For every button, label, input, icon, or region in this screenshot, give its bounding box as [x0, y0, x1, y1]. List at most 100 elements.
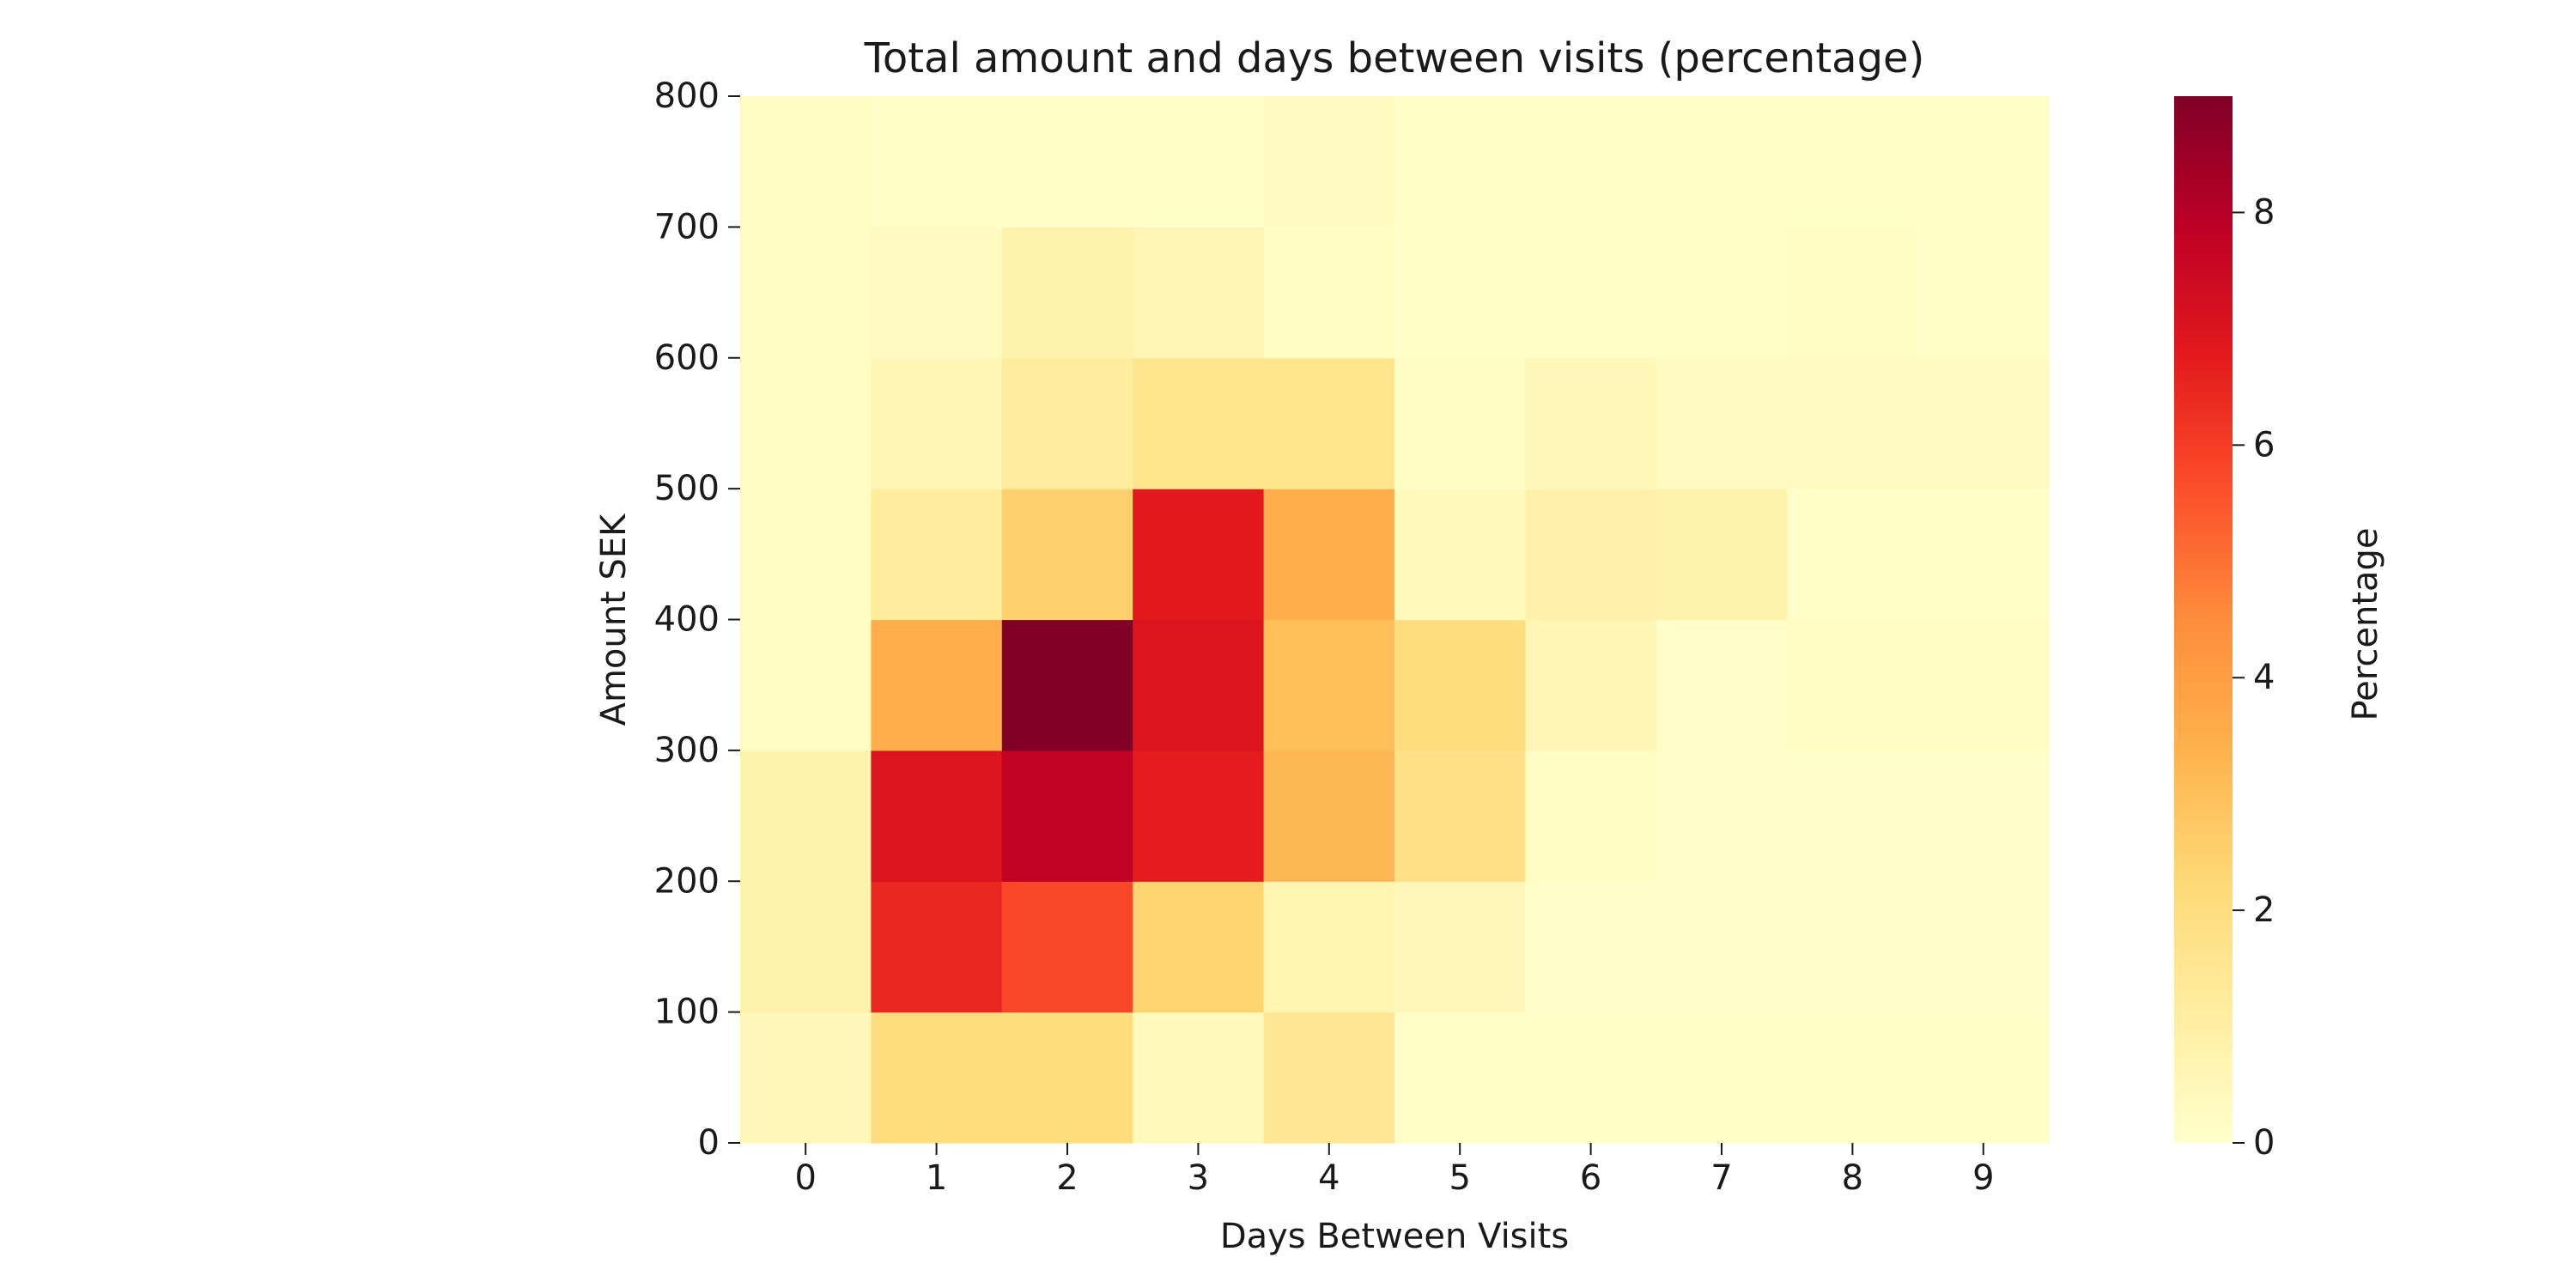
x-tick-label: 3: [1188, 1158, 1209, 1198]
heatmap-cell: [1133, 750, 1265, 882]
heatmap-cell: [871, 357, 1003, 489]
colorbar-tick-label: 4: [2253, 658, 2275, 697]
x-tick-label: 0: [794, 1158, 816, 1198]
heatmap-cell: [1263, 619, 1395, 751]
heatmap-cell: [1917, 881, 2050, 1013]
heatmap-cell: [1001, 750, 1133, 882]
y-tick-label: 300: [654, 731, 720, 770]
heatmap-cell: [1525, 96, 1657, 228]
heatmap-cell: [1001, 96, 1133, 228]
y-tick-label: 400: [654, 600, 720, 640]
heatmap-cell: [1133, 1012, 1265, 1144]
colorbar: 0 2 4 6 8: [2174, 96, 2275, 1163]
heatmap-cell: [1001, 619, 1133, 751]
heatmap-cell: [740, 619, 872, 751]
heatmap-cell: [1001, 881, 1133, 1013]
heatmap-cell: [1525, 227, 1657, 359]
heatmap-cell: [1787, 750, 1919, 882]
heatmap-cell: [1656, 1012, 1788, 1144]
heatmap-cell: [740, 357, 872, 489]
heatmap-cell: [1525, 1012, 1657, 1144]
x-axis-label: Days Between Visits: [1220, 1217, 1569, 1256]
heatmap-cells: [740, 96, 2050, 1144]
heatmap-cell: [1787, 357, 1919, 489]
heatmap-cell: [1263, 96, 1395, 228]
heatmap-cell: [1263, 227, 1395, 359]
x-tick-label: 4: [1318, 1158, 1340, 1198]
heatmap-cell: [871, 750, 1003, 882]
heatmap-cell: [1394, 750, 1526, 882]
x-tick-label: 1: [926, 1158, 947, 1198]
x-tick-label: 2: [1056, 1158, 1078, 1198]
heatmap-cell: [1394, 619, 1526, 751]
heatmap-cell: [1787, 1012, 1919, 1144]
heatmap-cell: [871, 489, 1003, 621]
heatmap-cell: [1917, 619, 2050, 751]
y-tick-label: 0: [698, 1123, 720, 1163]
heatmap-cell: [740, 227, 872, 359]
heatmap-cell: [1917, 96, 2050, 228]
colorbar-tick-label: 6: [2253, 425, 2275, 465]
heatmap-cell: [871, 227, 1003, 359]
colorbar-tick-label: 0: [2253, 1123, 2275, 1163]
colorbar-label: Percentage: [2346, 527, 2385, 720]
heatmap-cell: [1001, 357, 1133, 489]
heatmap-cell: [871, 96, 1003, 228]
heatmap-cell: [1133, 489, 1265, 621]
colorbar-tick-label: 2: [2253, 890, 2275, 930]
heatmap-cell: [740, 96, 872, 228]
heatmap-cell: [1263, 1012, 1395, 1144]
heatmap-cell: [1133, 619, 1265, 751]
heatmap-cell: [1263, 357, 1395, 489]
heatmap-cell: [1787, 881, 1919, 1013]
heatmap-cell: [871, 1012, 1003, 1144]
heatmap-cell: [1263, 881, 1395, 1013]
x-axis: 0 1 2 3 4 5 6 7 8 9: [794, 1143, 1995, 1198]
y-tick-label: 800: [654, 76, 720, 116]
y-tick-label: 100: [654, 993, 720, 1032]
x-tick-label: 7: [1710, 1158, 1732, 1198]
heatmap-cell: [1525, 619, 1657, 751]
heatmap-cell: [1525, 357, 1657, 489]
colorbar-gradient: [2174, 96, 2233, 1143]
heatmap-cell: [1656, 96, 1788, 228]
y-tick-label: 500: [654, 469, 720, 508]
y-axis-label: Amount SEK: [594, 513, 634, 726]
heatmap-cell: [1394, 881, 1526, 1013]
heatmap-cell: [1133, 227, 1265, 359]
heatmap-cell: [1656, 750, 1788, 882]
heatmap-cell: [1917, 357, 2050, 489]
heatmap-cell: [1787, 227, 1919, 359]
heatmap-cell: [1787, 96, 1919, 228]
heatmap-cell: [1133, 357, 1265, 489]
heatmap-cell: [1656, 489, 1788, 621]
heatmap-cell: [740, 750, 872, 882]
heatmap-cell: [1656, 619, 1788, 751]
y-tick-label: 600: [654, 338, 720, 378]
heatmap-cell: [1001, 489, 1133, 621]
heatmap-cell: [1656, 881, 1788, 1013]
heatmap-cell: [1656, 227, 1788, 359]
heatmap-cell: [1787, 619, 1919, 751]
heatmap-cell: [1263, 489, 1395, 621]
heatmap-cell: [1001, 227, 1133, 359]
heatmap-cell: [1917, 489, 2050, 621]
chart-title: Total amount and days between visits (pe…: [864, 34, 1925, 82]
heatmap-cell: [1394, 96, 1526, 228]
heatmap-cell: [1525, 489, 1657, 621]
heatmap-cell: [1394, 489, 1526, 621]
heatmap-cell: [1133, 96, 1265, 228]
x-tick-label: 6: [1580, 1158, 1601, 1198]
x-tick-label: 5: [1449, 1158, 1470, 1198]
y-tick-label: 700: [654, 207, 720, 246]
heatmap-cell: [740, 881, 872, 1013]
heatmap-cell: [1394, 357, 1526, 489]
heatmap-cell: [1394, 227, 1526, 359]
heatmap-cell: [1917, 227, 2050, 359]
heatmap-cell: [740, 489, 872, 621]
heatmap-cell: [871, 619, 1003, 751]
heatmap-cell: [1525, 881, 1657, 1013]
x-tick-label: 9: [1972, 1158, 1994, 1198]
